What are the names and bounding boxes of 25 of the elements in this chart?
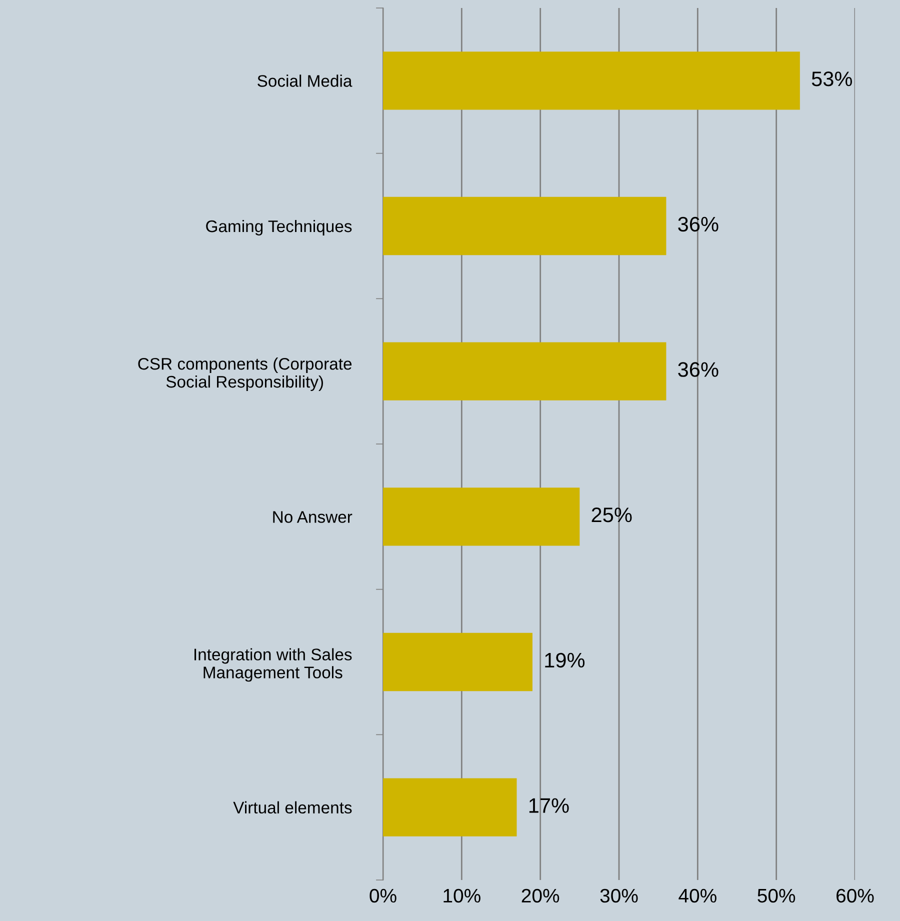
- x-tick-label: 10%: [444, 888, 480, 903]
- x-tick-label: 60%: [836, 888, 874, 903]
- bar: [383, 52, 800, 110]
- y-tick-label: Social Media: [258, 74, 352, 87]
- x-tick-label: 0%: [370, 888, 396, 903]
- data-label: 25%: [592, 508, 632, 522]
- data-label: 36%: [678, 362, 718, 377]
- y-tick-label: CSR components (Corporate Social Responsibility): [138, 358, 352, 392]
- x-tick-label: 20%: [522, 888, 560, 903]
- x-tick-label: 30%: [600, 888, 638, 903]
- bar: [383, 632, 532, 692]
- data-label: 36%: [678, 216, 718, 232]
- y-tick-label: Virtual elements: [233, 801, 352, 814]
- y-tick-label: Gaming Techniques: [206, 220, 352, 236]
- x-tick-label: 40%: [678, 888, 716, 903]
- data-label: 53%: [812, 72, 852, 86]
- x-tick-label: 50%: [758, 888, 796, 903]
- data-label: 19%: [545, 652, 585, 668]
- bar: [383, 196, 666, 256]
- bar: [383, 778, 517, 836]
- data-label: 17%: [529, 798, 569, 813]
- bar: [383, 342, 666, 400]
- y-tick-label: No Answer: [273, 511, 352, 523]
- bar: [383, 488, 580, 546]
- y-tick-label: Integration with Sales Management Tools: [194, 648, 352, 682]
